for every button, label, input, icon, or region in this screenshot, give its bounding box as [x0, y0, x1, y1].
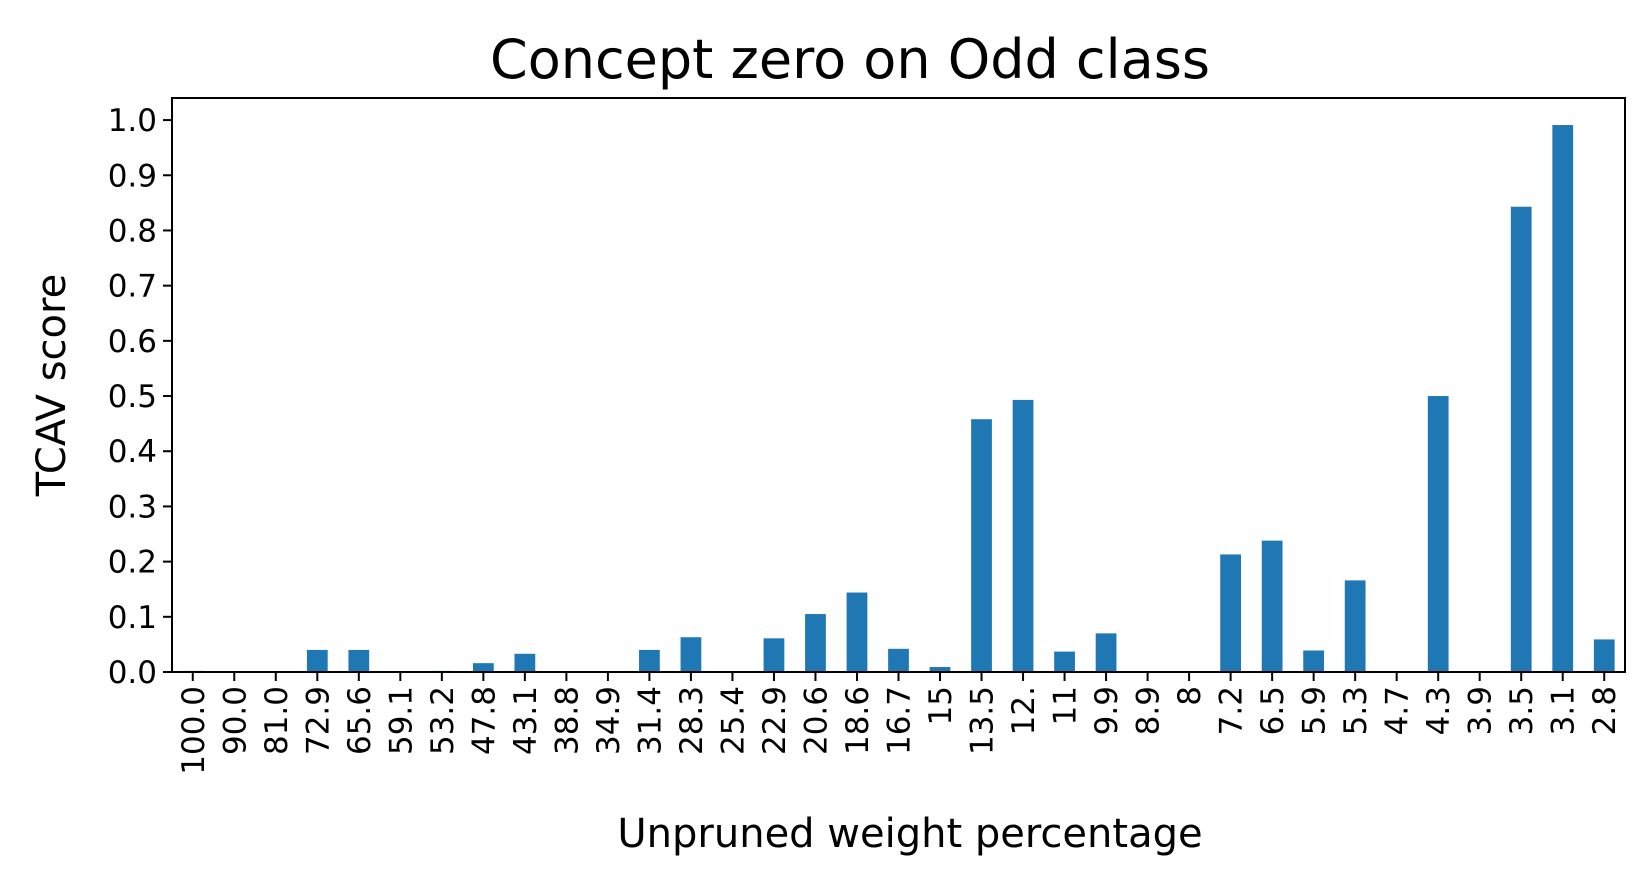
bar-28.3 — [680, 637, 702, 672]
x-tick-label: 12. — [1006, 686, 1042, 735]
x-tick-label: 22.9 — [757, 686, 793, 755]
bar-16.7 — [888, 648, 909, 672]
x-tick-label: 38.8 — [549, 686, 585, 755]
x-axis-label: Unpruned weight percentage — [617, 811, 1202, 857]
x-tick-label: 9.9 — [1089, 686, 1125, 735]
chart-title: Concept zero on Odd class — [490, 28, 1210, 91]
bar-11 — [1054, 651, 1075, 672]
x-tick-label: 20.6 — [798, 686, 834, 755]
x-tick-label: 5.9 — [1297, 686, 1333, 735]
x-tick-label: 90.0 — [217, 686, 253, 755]
y-tick-label: 0.8 — [108, 213, 157, 249]
x-tick-label: 3.5 — [1504, 686, 1540, 735]
x-tick-label: 81.0 — [259, 686, 295, 755]
bar-6.5 — [1261, 540, 1283, 672]
x-tick-label: 100.0 — [176, 686, 212, 775]
x-tick-label: 18.6 — [840, 686, 876, 755]
bar-7.2 — [1220, 554, 1241, 672]
x-tick-label: 47.8 — [466, 686, 502, 755]
bar-5.3 — [1344, 580, 1366, 672]
y-tick-label: 0.0 — [108, 655, 157, 691]
bar-2.8 — [1593, 639, 1615, 672]
bar-43.1 — [514, 653, 536, 672]
x-tick-label: 2.8 — [1587, 686, 1623, 735]
x-tick-label: 16.7 — [882, 686, 918, 755]
x-tick-label: 15 — [923, 686, 959, 725]
bar-3.5 — [1510, 206, 1532, 672]
y-tick-label: 0.2 — [108, 545, 157, 581]
x-tick-label: 13.5 — [965, 686, 1001, 755]
x-tick-label: 4.7 — [1380, 686, 1416, 735]
x-tick-label: 8 — [1172, 686, 1208, 706]
x-tick-label: 31.4 — [632, 686, 668, 755]
y-tick-label: 0.7 — [108, 269, 157, 305]
bar-22.9 — [763, 638, 785, 672]
x-tick-label: 72.9 — [300, 686, 336, 755]
x-tick-label: 11 — [1048, 686, 1084, 725]
x-tick-label: 4.3 — [1421, 686, 1457, 735]
x-tick-label: 28.3 — [674, 686, 710, 755]
bar-3.1 — [1552, 125, 1574, 672]
bar-12. — [1012, 399, 1034, 672]
x-tick-label: 65.6 — [342, 686, 378, 755]
x-tick-label: 59.1 — [383, 686, 419, 755]
bar-5.9 — [1303, 650, 1325, 672]
x-tick-label: 7.2 — [1214, 686, 1250, 735]
y-tick-label: 0.9 — [108, 158, 157, 194]
bar-9.9 — [1095, 633, 1117, 672]
y-tick-label: 0.6 — [108, 324, 157, 360]
x-tick-label: 3.9 — [1463, 686, 1499, 735]
y-tick-label: 1.0 — [108, 103, 157, 139]
x-tick-label: 53.2 — [425, 686, 461, 755]
y-tick-label: 0.4 — [108, 434, 157, 470]
x-tick-label: 6.5 — [1255, 686, 1291, 735]
bars-group — [182, 125, 1615, 672]
x-tick-label: 43.1 — [508, 686, 544, 755]
y-tick-label: 0.1 — [108, 600, 157, 636]
x-tick-label: 8.9 — [1131, 686, 1167, 735]
bar-72.9 — [306, 649, 328, 672]
bar-47.8 — [472, 663, 494, 672]
y-tick-label: 0.3 — [108, 489, 157, 525]
bar-65.6 — [348, 649, 370, 672]
x-tick-label: 5.3 — [1338, 686, 1374, 735]
x-tick-label: 3.1 — [1546, 686, 1582, 735]
x-axis-ticks: 100.0 90.0 81.0 72.9 65.6 59.1 53.2 47.8 43.1 38.… — [176, 672, 1623, 775]
y-tick-label: 0.5 — [108, 379, 157, 415]
y-axis-ticks: 0.0 0.1 0.2 0.3 0.4 0.5 0.6 0.7 0.8 0.9 1.0 — [108, 103, 172, 691]
bar-20.6 — [805, 614, 826, 672]
bar-18.6 — [846, 592, 868, 672]
bar-15 — [929, 667, 951, 672]
bar-31.4 — [639, 649, 660, 672]
plot-frame — [171, 97, 1626, 673]
bar-13.5 — [971, 419, 992, 672]
x-tick-label: 25.4 — [715, 686, 751, 755]
bar-4.3 — [1427, 396, 1449, 672]
y-axis-label: TCAV score — [29, 274, 75, 497]
x-tick-label: 34.9 — [591, 686, 627, 755]
